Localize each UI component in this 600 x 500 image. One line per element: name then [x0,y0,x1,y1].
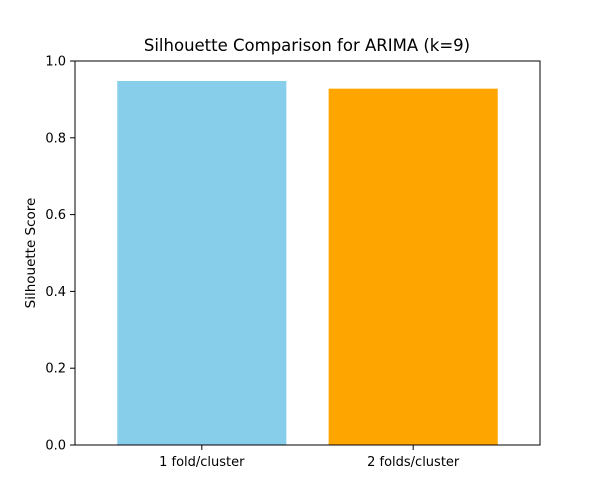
plot-frame [74,60,541,446]
bar-2 [328,88,498,446]
y-tick-label: 0.0 [45,439,66,454]
x-tick-label: 2 folds/cluster [367,455,460,470]
x-axis: 1 fold/cluster 2 folds/cluster [159,445,460,470]
y-axis-title: Silhouette Score [23,198,39,309]
bar-1 [117,80,287,445]
y-tick-label: 0.8 [45,131,66,146]
bars-layer [117,80,498,446]
y-tick-label: 0.4 [45,285,66,300]
y-axis: 0.0 0.2 0.4 0.6 0.8 1.0 [45,55,75,454]
y-tick-label: 1.0 [45,55,66,70]
y-tick-label: 0.2 [45,362,66,377]
y-tick-label: 0.6 [45,208,66,223]
x-tick-label: 1 fold/cluster [159,455,245,470]
chart-title: Silhouette Comparison for ARIMA (k=9) [144,36,470,55]
